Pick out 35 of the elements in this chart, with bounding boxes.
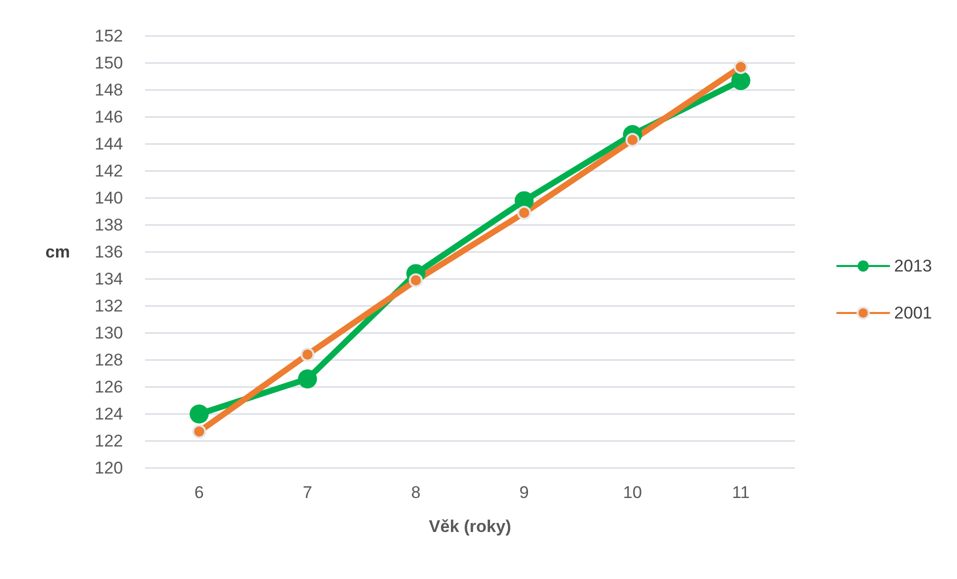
y-axis-title: cm [45,242,70,262]
y-tick-label: 144 [94,134,123,154]
y-tick-label: 126 [94,378,123,396]
y-tick-label: 132 [94,296,123,316]
y-tick-label: 124 [94,404,123,424]
y-tick-label: 142 [94,162,123,180]
y-tick-label: 134 [94,270,123,288]
point [517,206,532,220]
x-tick-label: 9 [519,483,529,502]
y-tick-label: 150 [94,54,123,72]
y-tick-label: 148 [94,80,123,100]
y-tick-label: 122 [94,432,123,450]
point [734,60,748,74]
y-tick-label: 140 [94,188,123,208]
x-tick-label: 7 [302,483,312,502]
y-tick-label: 128 [94,350,123,370]
point [731,71,750,90]
point [298,369,317,388]
y-tick-label: 120 [94,458,123,478]
x-tick-label: 10 [623,483,642,502]
point [190,404,209,424]
y-tick-label: 138 [94,216,123,234]
y-tick-label: 130 [94,324,123,342]
legend-label: 2001 [894,304,932,322]
y-tick-label: 152 [94,26,123,46]
y-tick-label: 136 [94,242,123,262]
point [192,424,206,439]
x-tick-label: 6 [194,483,204,502]
x-axis-title: Věk (roky) [428,517,512,536]
x-tick-label: 8 [411,483,421,502]
x-tick-label: 11 [732,483,750,502]
y-tick-label: 146 [94,108,123,126]
point [408,273,423,288]
point [300,348,314,362]
legend-label: 2013 [894,256,932,276]
